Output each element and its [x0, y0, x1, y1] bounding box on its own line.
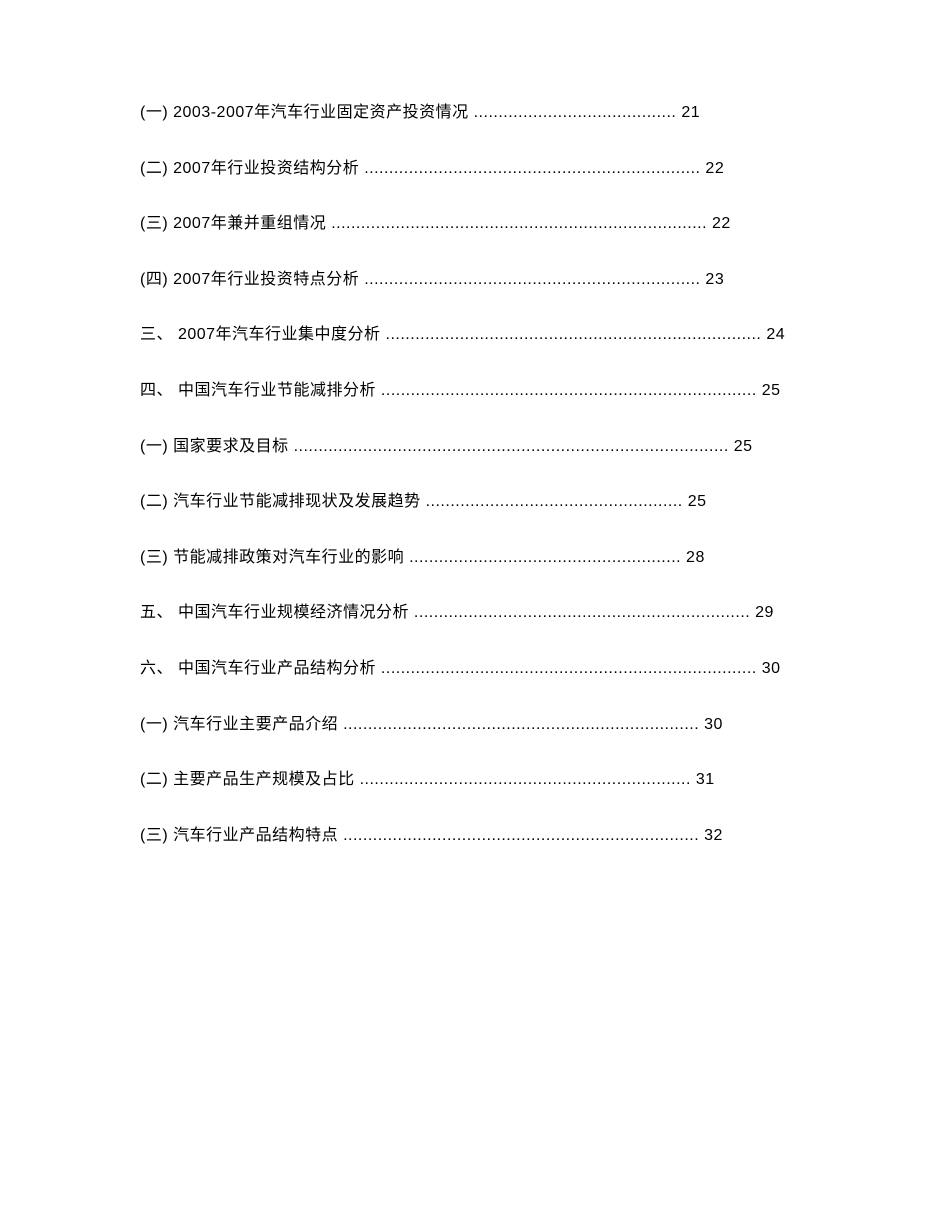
toc-entry: 六、 中国汽车行业产品结构分析 ........................…: [140, 656, 810, 682]
entry-page: 22: [700, 160, 724, 177]
entry-title: 2007年行业投资结构分析: [173, 160, 359, 177]
entry-dots: ........................................…: [360, 771, 691, 788]
toc-entry: (四) 2007年行业投资特点分析 ......................…: [140, 267, 810, 293]
entry-dots: ........................................…: [343, 716, 699, 733]
entry-dots: ........................................…: [414, 604, 750, 621]
entry-title: 汽车行业主要产品介绍: [173, 716, 338, 733]
entry-label: 三、: [140, 326, 173, 343]
toc-entry: (一) 汽车行业主要产品介绍 .........................…: [140, 712, 810, 738]
entry-label: (三): [140, 827, 168, 844]
entry-dots: ........................................…: [331, 215, 707, 232]
toc-entry: (二) 2007年行业投资结构分析 ......................…: [140, 156, 810, 182]
entry-page: 32: [699, 827, 723, 844]
entry-title: 汽车行业产品结构特点: [173, 827, 338, 844]
entry-title: 2007年兼并重组情况: [173, 215, 326, 232]
entry-title: 中国汽车行业规模经济情况分析: [173, 604, 409, 621]
entry-page: 25: [762, 382, 781, 399]
entry-page: 25: [734, 438, 753, 455]
entry-label: (二): [140, 771, 168, 788]
entry-label: (四): [140, 271, 168, 288]
entry-dots: ........................................…: [474, 104, 677, 121]
entry-dots: ........................................…: [294, 438, 729, 455]
toc-container: (一) 2003-2007年汽车行业固定资产投资情况 .............…: [140, 100, 810, 848]
toc-entry: (三) 2007年兼并重组情况 ........................…: [140, 211, 810, 237]
entry-dots: ........................................…: [386, 326, 762, 343]
toc-entry: 五、 中国汽车行业规模经济情况分析 ......................…: [140, 600, 810, 626]
entry-title: 中国汽车行业产品结构分析: [173, 660, 376, 677]
toc-entry: (三) 汽车行业产品结构特点 .........................…: [140, 823, 810, 849]
entry-title: 国家要求及目标: [173, 438, 289, 455]
entry-page: 23: [700, 271, 724, 288]
entry-page: 22: [712, 215, 731, 232]
toc-entry: 四、 中国汽车行业节能减排分析 ........................…: [140, 378, 810, 404]
entry-label: 六、: [140, 660, 173, 677]
toc-entry: (二) 主要产品生产规模及占比 ........................…: [140, 767, 810, 793]
toc-entry: (三) 节能减排政策对汽车行业的影响 .....................…: [140, 545, 810, 571]
entry-page: 25: [688, 493, 707, 510]
entry-label: 五、: [140, 604, 173, 621]
toc-entry: 三、 2007年汽车行业集中度分析 ......................…: [140, 322, 810, 348]
entry-label: (一): [140, 104, 168, 121]
entry-page: 30: [762, 660, 781, 677]
entry-page: 31: [696, 771, 715, 788]
entry-dots: ........................................…: [364, 271, 700, 288]
entry-dots: ........................................…: [409, 549, 681, 566]
entry-dots: ........................................…: [381, 382, 757, 399]
entry-page: 28: [686, 549, 705, 566]
entry-label: 四、: [140, 382, 173, 399]
entry-dots: ........................................…: [343, 827, 699, 844]
toc-entry: (二) 汽车行业节能减排现状及发展趋势 ....................…: [140, 489, 810, 515]
entry-page: 29: [755, 604, 774, 621]
entry-dots: ........................................…: [381, 660, 757, 677]
entry-dots: ........................................…: [364, 160, 700, 177]
entry-title: 2007年行业投资特点分析: [173, 271, 359, 288]
entry-label: (一): [140, 438, 168, 455]
entry-title: 节能减排政策对汽车行业的影响: [173, 549, 404, 566]
entry-page: 24: [766, 326, 785, 343]
entry-title: 汽车行业节能减排现状及发展趋势: [173, 493, 421, 510]
entry-title: 中国汽车行业节能减排分析: [173, 382, 376, 399]
entry-dots: ........................................…: [426, 493, 683, 510]
entry-title: 2007年汽车行业集中度分析: [173, 326, 381, 343]
entry-label: (二): [140, 160, 168, 177]
entry-label: (三): [140, 549, 168, 566]
toc-entry: (一) 国家要求及目标 ............................…: [140, 434, 810, 460]
entry-title: 主要产品生产规模及占比: [173, 771, 355, 788]
entry-label: (一): [140, 716, 168, 733]
entry-page: 30: [699, 716, 723, 733]
entry-label: (三): [140, 215, 168, 232]
toc-entry: (一) 2003-2007年汽车行业固定资产投资情况 .............…: [140, 100, 810, 126]
entry-label: (二): [140, 493, 168, 510]
entry-page: 21: [681, 104, 700, 121]
entry-title: 2003-2007年汽车行业固定资产投资情况: [173, 104, 469, 121]
